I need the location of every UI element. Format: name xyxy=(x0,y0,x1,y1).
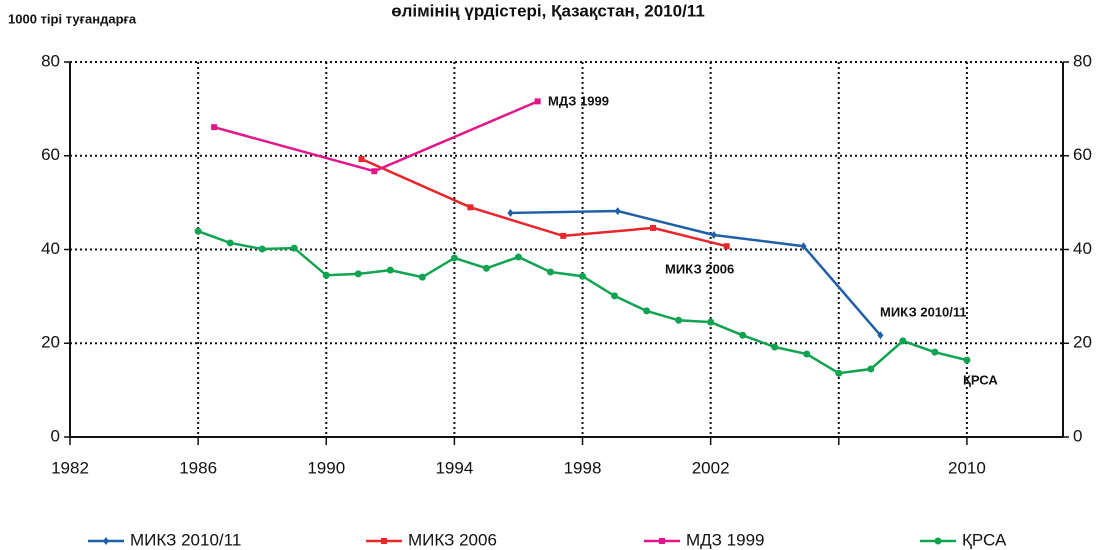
x-tick-label: 2010 xyxy=(948,458,986,477)
y-tick-label: 20 xyxy=(41,333,60,352)
point xyxy=(467,204,474,211)
point xyxy=(103,537,109,545)
point xyxy=(867,365,875,373)
point xyxy=(659,538,665,544)
point xyxy=(546,268,554,276)
point xyxy=(322,271,330,279)
point xyxy=(723,243,730,250)
y-tick-label: 40 xyxy=(41,239,60,258)
point xyxy=(931,348,939,356)
point xyxy=(358,156,365,163)
series-line xyxy=(360,157,727,248)
point xyxy=(963,356,971,364)
y-tick-label: 80 xyxy=(41,51,60,70)
point xyxy=(739,331,747,339)
point xyxy=(803,350,811,358)
point xyxy=(354,270,362,278)
y2-tick-label: 80 xyxy=(1073,51,1092,70)
x-tick-label: 1986 xyxy=(179,458,217,477)
point xyxy=(371,168,378,175)
x-tick-label: 1990 xyxy=(307,458,345,477)
legend-label: ҚРСА xyxy=(962,530,1007,549)
y-tick-label: 0 xyxy=(51,426,60,445)
y2-tick-label: 60 xyxy=(1073,145,1092,164)
point xyxy=(771,343,779,351)
point xyxy=(386,266,394,274)
point xyxy=(675,316,683,324)
point xyxy=(800,242,807,251)
point xyxy=(290,244,298,252)
point xyxy=(226,239,234,247)
point xyxy=(710,230,717,239)
legend-label: МИКЗ 2010/11 xyxy=(130,530,241,549)
x-tick-label: 1998 xyxy=(564,458,602,477)
point xyxy=(579,272,587,280)
point xyxy=(194,227,202,235)
point xyxy=(450,254,458,262)
legend-label: МДЗ 1999 xyxy=(686,530,764,549)
chart-title: өлімінің үрдістері, Қазақстан, 2010/11 xyxy=(391,1,705,20)
point xyxy=(507,208,514,217)
point xyxy=(899,337,907,345)
annotation: МИКЗ 2010/11 xyxy=(880,304,967,319)
point xyxy=(418,273,426,281)
point xyxy=(649,224,656,231)
y-axis-label: 1000 тірі туғандарға xyxy=(8,11,137,26)
y-tick-label: 60 xyxy=(41,145,60,164)
point xyxy=(611,292,619,300)
point xyxy=(482,264,490,272)
annotation: ҚРСА xyxy=(963,372,998,387)
legend-label: МИКЗ 2006 xyxy=(408,530,497,549)
point xyxy=(934,537,942,545)
x-tick-label: 1994 xyxy=(435,458,473,477)
annotation: МИКЗ 2006 xyxy=(665,261,734,276)
annotation: МДЗ 1999 xyxy=(548,93,609,108)
x-tick-label: 1982 xyxy=(51,458,89,477)
point xyxy=(835,369,843,377)
y2-tick-label: 0 xyxy=(1073,426,1082,445)
point xyxy=(514,253,522,261)
point xyxy=(381,538,387,544)
point xyxy=(258,245,266,253)
series-line xyxy=(213,100,539,173)
point xyxy=(877,331,884,340)
point xyxy=(211,124,218,131)
point xyxy=(707,318,715,326)
point xyxy=(643,307,651,315)
point xyxy=(560,232,567,239)
point xyxy=(534,98,541,105)
x-tick-label: 2002 xyxy=(692,458,730,477)
point xyxy=(614,207,621,216)
y2-tick-label: 20 xyxy=(1073,333,1092,352)
y2-tick-label: 40 xyxy=(1073,239,1092,258)
